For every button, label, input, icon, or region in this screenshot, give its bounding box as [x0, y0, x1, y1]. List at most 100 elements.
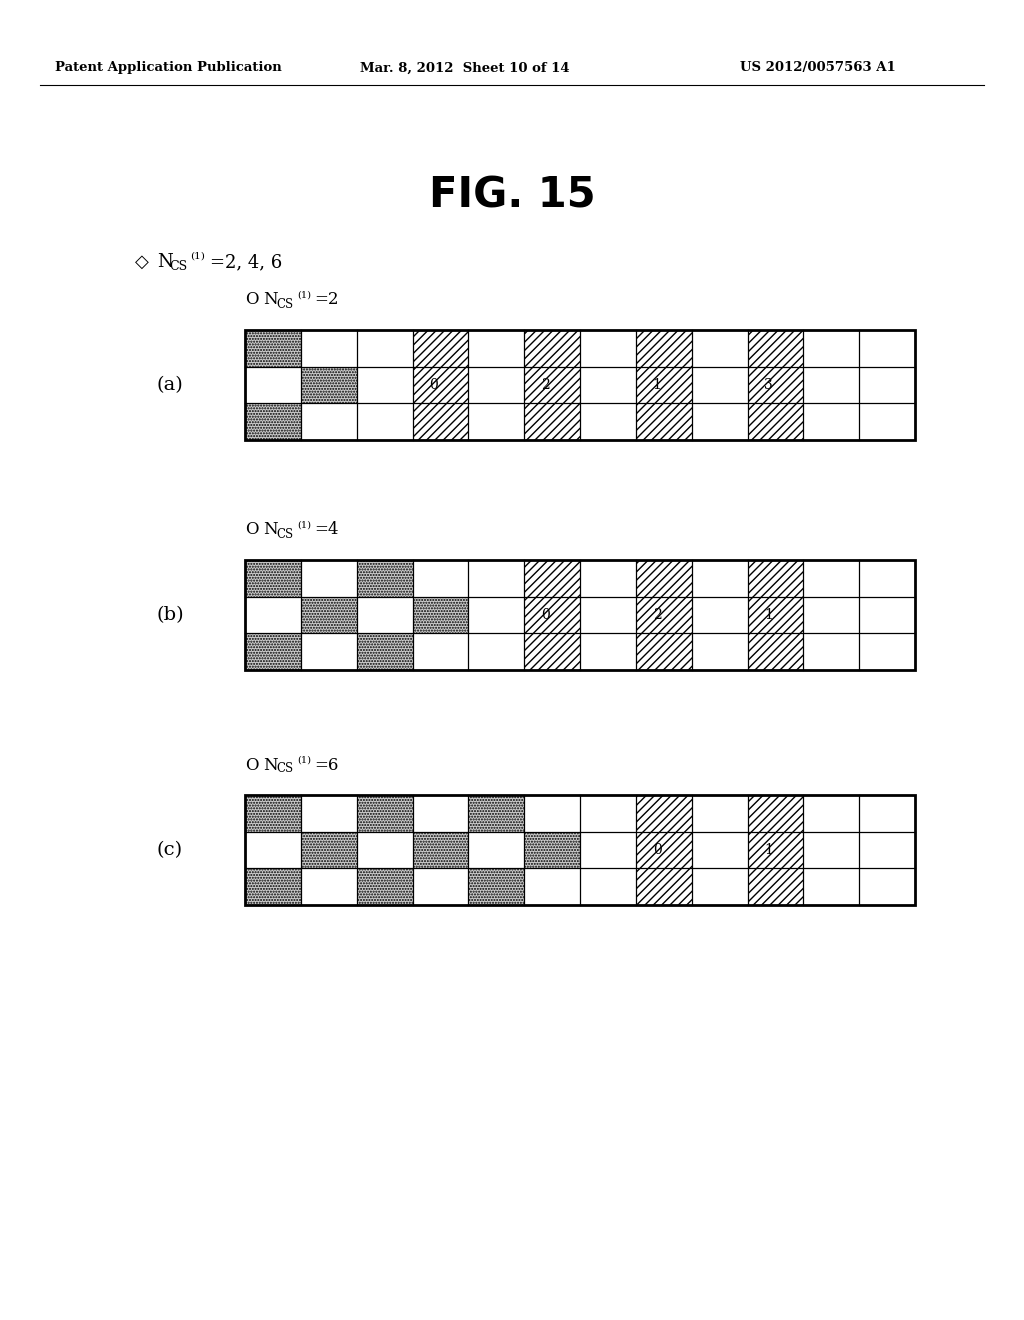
Text: CS: CS [276, 763, 293, 776]
Text: O: O [245, 521, 258, 539]
Bar [356, 795, 413, 832]
Bar [859, 330, 915, 440]
Text: 1: 1 [652, 378, 662, 392]
Bar [356, 404, 413, 440]
Text: 0: 0 [541, 609, 550, 622]
Bar [301, 634, 356, 671]
Bar [636, 560, 691, 671]
Bar [413, 832, 468, 869]
Bar [245, 404, 301, 440]
Bar [524, 869, 580, 906]
Bar [748, 795, 804, 906]
Bar [580, 795, 636, 832]
Bar [413, 597, 468, 634]
Bar [636, 330, 691, 440]
Text: CS: CS [169, 260, 187, 272]
Bar [301, 832, 356, 869]
Text: (c): (c) [157, 841, 183, 859]
Text: (1): (1) [297, 520, 311, 529]
Bar [468, 795, 524, 832]
Text: CS: CS [276, 528, 293, 540]
Bar [804, 560, 859, 671]
Text: (1): (1) [297, 755, 311, 764]
Text: FIG. 15: FIG. 15 [429, 174, 595, 216]
Bar [301, 869, 356, 906]
Bar [524, 832, 580, 869]
Text: 1: 1 [764, 609, 773, 622]
Bar [245, 795, 915, 906]
Bar [413, 869, 468, 906]
Text: (1): (1) [190, 252, 205, 260]
Bar [413, 597, 468, 634]
Bar [301, 560, 356, 597]
Text: N: N [263, 521, 278, 539]
Bar [413, 795, 468, 832]
Bar [356, 597, 413, 634]
Bar [468, 795, 524, 832]
Bar [580, 869, 636, 906]
Bar [468, 560, 524, 597]
Bar [413, 330, 468, 440]
Bar [301, 795, 356, 832]
Bar [691, 560, 748, 671]
Bar [301, 367, 356, 404]
Bar [245, 560, 301, 597]
Bar [245, 869, 301, 906]
Text: Mar. 8, 2012  Sheet 10 of 14: Mar. 8, 2012 Sheet 10 of 14 [360, 62, 569, 74]
Text: (b): (b) [157, 606, 184, 624]
Text: CS: CS [276, 297, 293, 310]
Bar [748, 560, 804, 671]
Bar [301, 597, 356, 634]
Bar [356, 367, 413, 404]
Bar [524, 560, 580, 671]
Bar [356, 634, 413, 671]
Bar [356, 560, 413, 597]
Bar [468, 330, 524, 440]
Bar [524, 795, 580, 832]
Bar [245, 560, 301, 597]
Text: US 2012/0057563 A1: US 2012/0057563 A1 [740, 62, 896, 74]
Text: (1): (1) [297, 290, 311, 300]
Bar [636, 795, 691, 906]
Bar [691, 330, 748, 440]
Bar [468, 869, 524, 906]
Bar [356, 795, 413, 832]
Bar [245, 560, 915, 671]
Bar [301, 330, 356, 367]
Bar [245, 795, 301, 832]
Text: O: O [245, 292, 258, 309]
Bar [356, 869, 413, 906]
Bar [580, 832, 636, 869]
Bar [245, 404, 301, 440]
Bar [859, 560, 915, 671]
Text: =2, 4, 6: =2, 4, 6 [210, 253, 283, 271]
Bar [245, 330, 915, 440]
Bar [580, 560, 636, 671]
Bar [748, 330, 804, 440]
Bar [245, 634, 301, 671]
Bar [356, 832, 413, 869]
Bar [413, 634, 468, 671]
Text: =2: =2 [314, 292, 339, 309]
Text: O: O [245, 756, 258, 774]
Text: N: N [157, 253, 173, 271]
Bar [580, 330, 636, 440]
Text: N: N [263, 756, 278, 774]
Bar [691, 795, 748, 906]
Bar [524, 330, 580, 440]
Bar [524, 832, 580, 869]
Text: 0: 0 [429, 378, 438, 392]
Text: 2: 2 [652, 609, 662, 622]
Bar [859, 795, 915, 906]
Text: Patent Application Publication: Patent Application Publication [55, 62, 282, 74]
Text: 3: 3 [764, 378, 773, 392]
Bar [301, 367, 356, 404]
Bar [804, 795, 859, 906]
Bar [468, 832, 524, 869]
Bar [356, 330, 413, 367]
Bar [245, 367, 301, 404]
Bar [413, 560, 468, 597]
Bar [245, 597, 301, 634]
Bar [301, 597, 356, 634]
Bar [356, 634, 413, 671]
